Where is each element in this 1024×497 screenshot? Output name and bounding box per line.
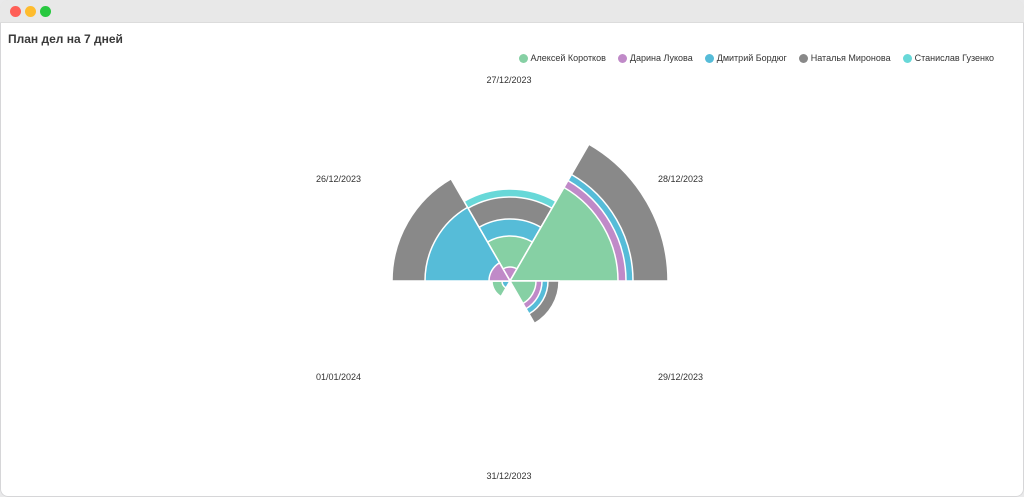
category-label: 27/12/2023 — [486, 75, 531, 85]
polar-segment[interactable] — [424, 206, 512, 282]
legend-label: Станислав Гузенко — [914, 53, 994, 63]
minimize-window-button[interactable] — [25, 6, 36, 17]
segment-group — [391, 177, 512, 282]
category-label: 26/12/2023 — [316, 174, 361, 184]
category-label: 31/12/2023 — [486, 471, 531, 481]
legend-item-darina[interactable]: Дарина Лукова — [617, 53, 693, 63]
category-label: 29/12/2023 — [658, 372, 703, 382]
chart-legend: Алексей Коротков Дарина Лукова Дмитрий Б… — [518, 53, 994, 63]
legend-swatch — [617, 53, 627, 63]
polar-segment[interactable] — [508, 186, 619, 282]
segment-group — [508, 143, 669, 282]
segment-group — [491, 280, 512, 298]
legend-label: Дмитрий Бордюг — [716, 53, 787, 63]
polar-segment[interactable] — [508, 280, 537, 305]
legend-label: Наталья Миронова — [810, 53, 891, 63]
legend-label: Алексей Коротков — [530, 53, 606, 63]
legend-item-stanislav[interactable]: Станислав Гузенко — [902, 53, 994, 63]
segment-group — [508, 280, 560, 325]
legend-item-dmitry[interactable]: Дмитрий Бордюг — [704, 53, 787, 63]
maximize-window-button[interactable] — [40, 6, 51, 17]
legend-swatch — [518, 53, 528, 63]
polar-segment[interactable] — [486, 235, 534, 283]
close-window-button[interactable] — [10, 6, 21, 17]
chart-title: План дел на 7 дней — [8, 32, 123, 46]
legend-item-natalya[interactable]: Наталья Миронова — [798, 53, 891, 63]
category-label: 01/01/2024 — [316, 372, 361, 382]
legend-item-alexey[interactable]: Алексей Коротков — [518, 53, 606, 63]
legend-swatch — [704, 53, 714, 63]
legend-swatch — [798, 53, 808, 63]
polar-segment[interactable] — [488, 261, 512, 282]
segment-group — [462, 188, 558, 283]
title-bar — [0, 0, 1024, 23]
legend-swatch — [902, 53, 912, 63]
category-label: 28/12/2023 — [658, 174, 703, 184]
legend-label: Дарина Лукова — [629, 53, 693, 63]
